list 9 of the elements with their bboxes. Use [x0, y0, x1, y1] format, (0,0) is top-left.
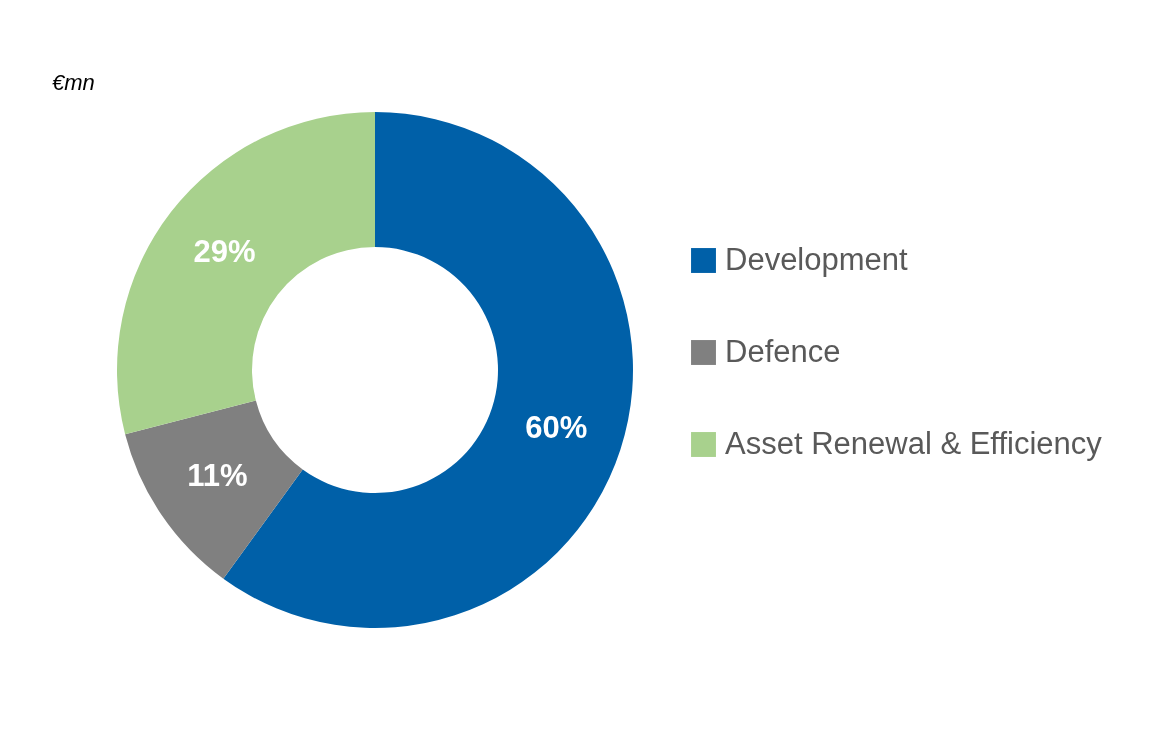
- donut-slice: [125, 400, 303, 579]
- data-label: 11%: [187, 458, 248, 494]
- data-label: 60%: [525, 409, 588, 445]
- chart-title: €mn: [52, 70, 95, 95]
- data-label: 29%: [193, 234, 256, 270]
- legend-label: Asset Renewal & Efficiency: [725, 425, 1103, 461]
- donut-slice: [117, 112, 375, 435]
- legend-label: Defence: [725, 333, 841, 369]
- legend-label: Development: [725, 241, 909, 277]
